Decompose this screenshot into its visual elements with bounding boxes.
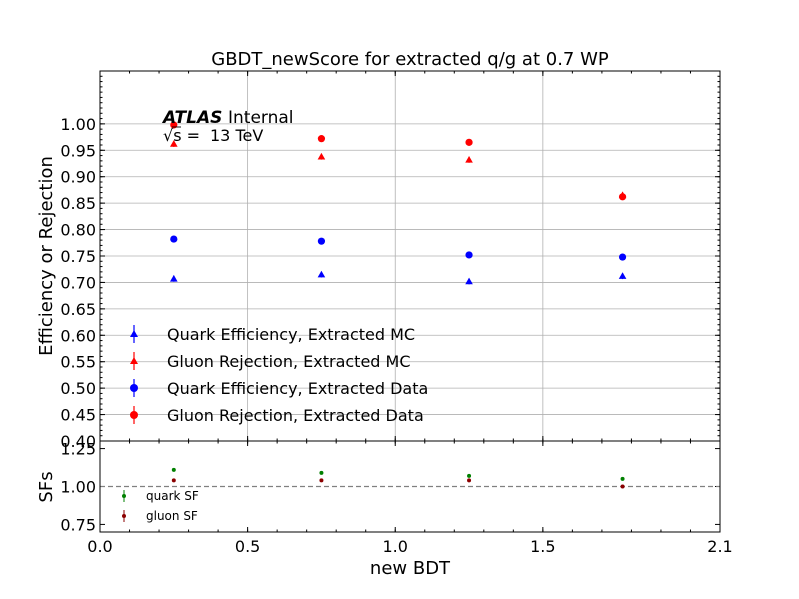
legend-marker (130, 384, 138, 392)
x-tick-label: 1.5 (530, 537, 555, 556)
main-circle-point (618, 253, 627, 261)
main-y-tick-label: 0.95 (60, 141, 96, 160)
main-y-tick-label: 0.85 (60, 194, 96, 213)
main-y-tick-label: 0.45 (60, 406, 96, 425)
legend-marker (130, 411, 138, 419)
sqrt-s-label: √s = (163, 126, 200, 145)
chart-title: GBDT_newScore for extracted q/g at 0.7 W… (211, 49, 609, 70)
main-triangle-point (465, 277, 473, 285)
ratio-sf-point (467, 473, 472, 478)
main-triangle-point (170, 274, 178, 282)
atlas-label: ATLAS Internal √s = 13 TeV (161, 108, 294, 145)
ratio-y-tick-label: 1.25 (60, 440, 96, 459)
x-tick-label: 1.0 (383, 537, 408, 556)
main-circle-point (317, 135, 326, 143)
ratio-plot-frame (99, 440, 721, 533)
x-tick-label: 0.5 (235, 537, 260, 556)
main-y-tick-label: 0.70 (60, 273, 96, 292)
legend-marker (130, 330, 138, 337)
ratio-y-axis-label: SFs (36, 471, 57, 502)
ratio-legend-label: quark SF (146, 489, 199, 503)
main-panel: 0.40 0.45 0.50 0.55 0.60 0.65 0.70 0.75 0.80 0.85… (36, 70, 721, 451)
ratio-sf-point (467, 478, 472, 483)
ratio-y-tick-label: 0.75 (60, 515, 96, 534)
main-circle-point (465, 138, 473, 146)
main-circle-point (317, 237, 326, 245)
main-legend: Quark Efficiency, Extracted MC Gluon Reje… (130, 325, 428, 425)
main-triangle-point (618, 272, 627, 279)
ratio-data-points (171, 467, 625, 489)
x-tick-label: 0.0 (87, 537, 112, 556)
ratio-legend-marker (122, 494, 126, 498)
main-y-tick-label: 0.90 (60, 168, 96, 187)
atlas-label-text: ATLAS (161, 108, 222, 128)
ratio-sf-point (319, 470, 324, 475)
main-y-tick-label: 0.55 (60, 353, 96, 372)
ratio-y-tick-label: 1.00 (60, 478, 96, 497)
main-y-tick-label: 0.50 (60, 379, 96, 398)
x-axis-ticks: 0.0 0.5 1.0 1.5 2.1 (87, 71, 733, 556)
main-y-tick-label: 0.60 (60, 326, 96, 345)
main-triangle-point (170, 140, 178, 147)
ratio-y-ticks: 0.75 1.00 1.25 (60, 440, 720, 534)
ratio-sf-point (171, 467, 176, 472)
energy-label: 13 TeV (210, 126, 263, 145)
x-axis-label: new BDT (370, 558, 451, 579)
ratio-legend-marker (122, 514, 126, 518)
ratio-sf-point (171, 478, 176, 483)
legend-marker (130, 357, 138, 364)
main-circle-point (170, 235, 178, 243)
legend-entry-label: Gluon Rejection, Extracted MC (167, 352, 411, 371)
ratio-sf-point (319, 478, 324, 483)
legend-entry-label: Gluon Rejection, Extracted Data (167, 406, 424, 425)
main-y-tick-label: 0.40 (60, 432, 96, 451)
legend-entry-label: Quark Efficiency, Extracted MC (167, 325, 415, 344)
ratio-sf-point (620, 484, 625, 489)
main-triangle-point (465, 156, 473, 163)
main-circle-point (618, 193, 627, 201)
main-y-tick-label: 1.00 (60, 115, 96, 134)
main-y-tick-label: 0.80 (60, 221, 96, 240)
main-circle-point (465, 251, 473, 259)
main-y-axis-label: Efficiency or Rejection (36, 156, 57, 356)
ratio-panel: 0.75 1.00 1.25 quark SF gluon SF 0.0 0.5 1.0 1… (36, 71, 733, 579)
main-y-tick-label: 0.75 (60, 247, 96, 266)
main-triangle-point (317, 152, 326, 160)
legend-entry-label: Quark Efficiency, Extracted Data (167, 379, 428, 398)
main-triangle-point (317, 270, 326, 278)
atlas-status-text: Internal (228, 108, 294, 128)
ratio-sf-point (620, 476, 625, 481)
main-data-points (170, 121, 627, 285)
ratio-legend: quark SF gluon SF (122, 489, 199, 523)
ratio-legend-label: gluon SF (146, 509, 198, 523)
x-tick-label: 2.1 (707, 537, 732, 556)
main-y-tick-label: 0.65 (60, 300, 96, 319)
